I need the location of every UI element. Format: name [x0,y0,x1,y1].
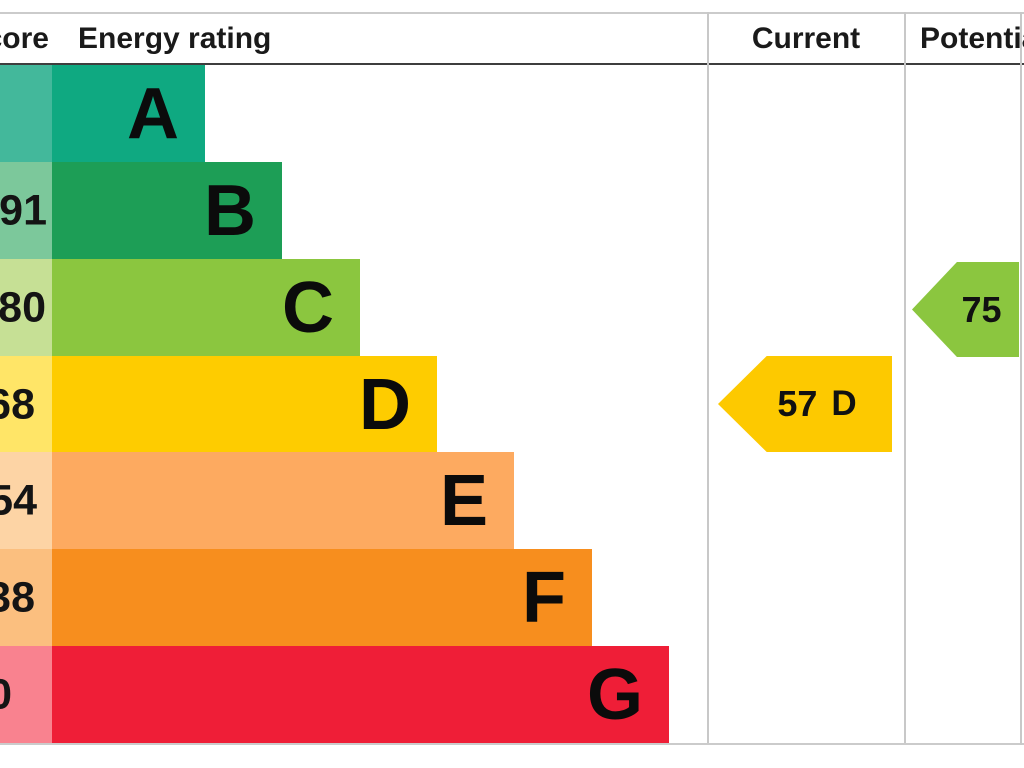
score-cell: 80 [0,259,52,356]
band-row-e: 54 E [0,452,514,549]
score-range-fragment: 80 [0,283,46,331]
current-rating-value: 57 [777,383,818,424]
score-range-fragment: 54 [0,476,37,524]
score-range-fragment: 91 [0,186,47,234]
potential-rating-arrow: 75 [912,262,1019,357]
energy-rating-column-header: Energy rating [78,21,272,55]
band-row-c: 80 C [0,259,360,356]
score-cell: 38 [0,549,52,646]
rating-bar-c: C [52,259,360,356]
rating-bar-d: D [52,356,437,453]
header-underline [0,63,1024,65]
potential-column-header-label: Potential [920,21,1024,55]
band-letter: G [586,654,643,735]
current-rating-arrow: 57 D [718,356,892,452]
right-edge-line [1020,12,1022,745]
score-column-header-label: Score [0,21,49,55]
band-row-a: A [0,65,205,162]
rating-bar-b: B [52,162,282,259]
band-row-f: 38 F [0,549,592,646]
potential-column-header: Potential [905,14,1024,63]
rating-bar-g: G [52,646,669,743]
current-rating-letter: D [831,384,857,423]
current-column-header: Current [751,21,861,55]
rating-bar-f: F [52,549,592,646]
band-row-g: 0 G [0,646,669,743]
score-column-header: Score [0,14,52,63]
potential-column-separator [904,12,906,745]
bottom-border-line [0,743,1024,745]
band-letter: B [204,170,256,251]
top-border-line [0,12,1024,14]
score-cell: 0 [0,646,52,743]
potential-rating-value: 75 [961,288,1002,330]
score-range-fragment: 68 [0,380,35,428]
band-letter: D [359,364,411,445]
current-column-separator [707,12,709,745]
band-row-b: 91 B [0,162,282,259]
score-range-fragment: 38 [0,573,35,621]
score-cell: 54 [0,452,52,549]
band-letter: A [127,73,179,154]
score-range-fragment: 0 [0,670,12,718]
score-cell [0,65,52,162]
rating-bar-e: E [52,452,514,549]
band-row-d: 68 D [0,356,437,453]
score-cell: 68 [0,356,52,453]
rating-bar-a: A [52,65,205,162]
score-cell: 91 [0,162,52,259]
band-letter: C [282,267,334,348]
band-letter: F [522,557,566,638]
band-letter: E [439,460,488,541]
